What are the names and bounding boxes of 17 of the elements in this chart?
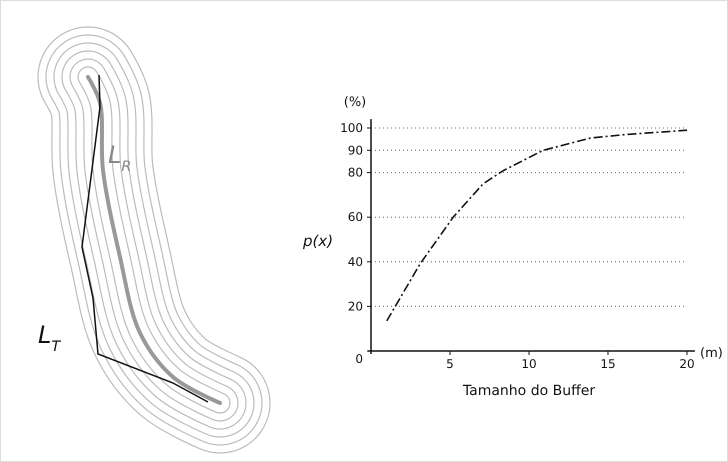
y-tick-label: 0 [355,352,363,366]
x-tick-label: 10 [521,357,537,371]
x-tick-label: 15 [600,357,616,371]
y-tick-label: 40 [348,254,363,269]
y-axis-title: p(x) [302,232,334,250]
y-tick-label: 60 [348,210,363,224]
y-tick-label: 20 [348,299,363,314]
y-tick-label: 80 [348,166,363,180]
line-series [386,129,688,322]
x-axis-title: Tamanho do Buffer [462,383,596,399]
y-tick-label: 100 [340,121,363,135]
text: L$_{T}$ [38,321,62,355]
text: (%) [344,95,366,110]
text: (m) [700,346,723,361]
x-tick-label: 20 [679,357,695,371]
x-tick-label: 5 [446,357,454,371]
y-tick-label: 90 [348,143,363,158]
